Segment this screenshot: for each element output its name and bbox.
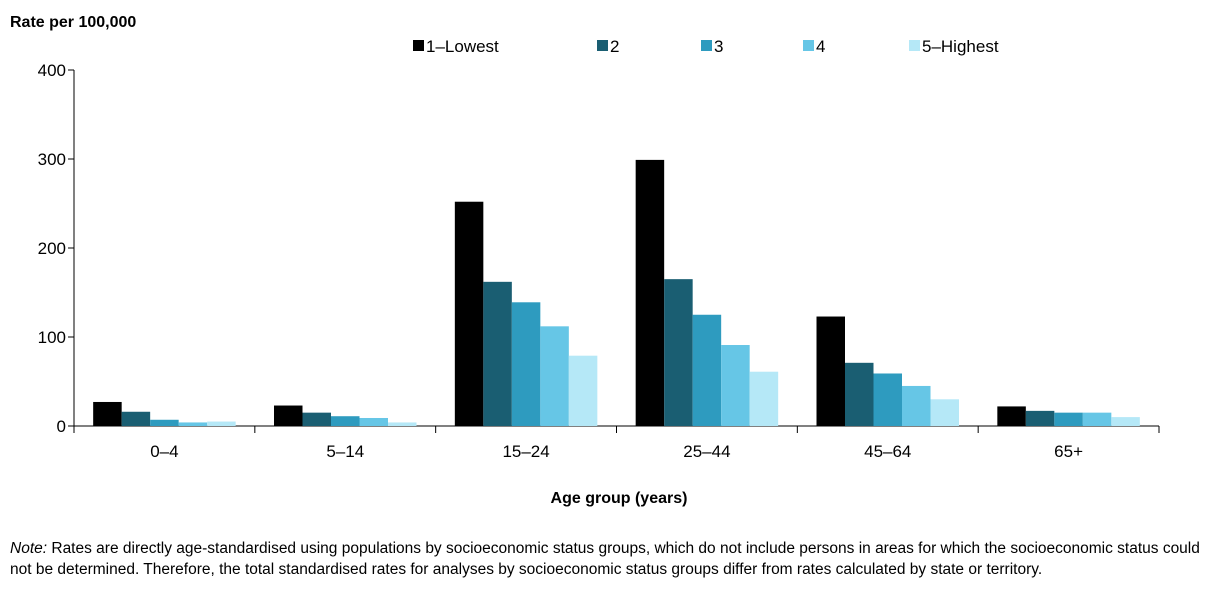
bar [359,417,388,426]
bar [274,405,303,426]
bar [331,416,360,426]
footnote: Note: Rates are directly age-standardise… [10,538,1222,580]
legend-label: 5–Highest [922,37,999,56]
x-tick-label: 5–14 [326,442,364,461]
bar [845,362,874,426]
x-tick-label: 0–4 [150,442,178,461]
x-tick-label: 45–64 [864,442,911,461]
bar [150,419,179,426]
bar [997,406,1026,426]
y-tick-label: 100 [38,328,66,347]
bar [388,422,417,426]
y-tick-label: 200 [38,239,66,258]
y-tick-label: 0 [57,417,66,436]
bar [540,326,569,426]
bar [721,345,750,426]
bar [93,401,122,426]
x-tick-label: 15–24 [502,442,549,461]
x-axis: 0–4 5–14 15–24 25–44 45–64 65+ [73,425,1160,461]
bar [816,316,845,426]
legend-label: 2 [610,37,619,56]
bar [1111,417,1140,426]
bar [511,302,541,426]
x-axis-title: Age group (years) [551,490,688,507]
bar [635,159,665,426]
bar [1054,412,1083,426]
bar [749,371,779,426]
legend-label: 4 [816,37,825,56]
bar [454,201,484,426]
bar [178,422,208,426]
legend: 1–Lowest 2 3 4 5–Highest [413,37,999,56]
bar [568,355,598,426]
legend-swatch [597,40,608,51]
legend-label: 3 [714,37,723,56]
bar [930,399,959,426]
legend-swatch [803,40,814,51]
legend-swatch [909,40,920,51]
legend-swatch [701,40,712,51]
x-tick-label: 65+ [1054,442,1083,461]
y-axis-title: Rate per 100,000 [10,14,136,31]
bar [902,385,931,426]
bars [93,159,1140,426]
y-tick-label: 400 [38,61,66,80]
y-axis: 0 100 200 300 400 [38,61,75,436]
bar [121,411,151,426]
legend-label: 1–Lowest [426,37,499,56]
y-tick-label: 300 [38,150,66,169]
x-tick-label: 25–44 [683,442,730,461]
bar [873,373,902,426]
note-text: Rates are directly age-standardised usin… [10,540,1200,578]
bar [483,281,512,426]
bar [692,314,722,426]
bar [664,279,693,426]
bar [1082,412,1112,426]
bar [302,412,331,426]
note-label: Note: [10,540,48,557]
bar-chart: Rate per 100,000 1–Lowest 2 3 4 5–Highest 0 1… [10,14,1160,507]
bar [207,421,236,426]
bar [1025,410,1055,426]
legend-swatch [413,40,424,51]
